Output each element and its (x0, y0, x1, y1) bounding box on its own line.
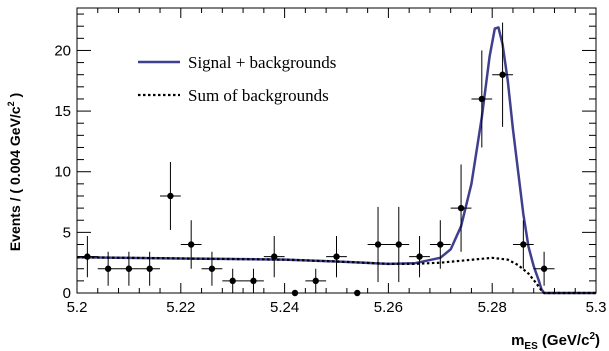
data-point-marker (374, 241, 382, 248)
data-point-marker (312, 277, 319, 285)
data-point (263, 236, 285, 278)
signal-plus-background-curve (76, 26, 596, 295)
y-axis-label-sup: 2 (6, 101, 16, 106)
data-point-marker (146, 265, 153, 272)
plot-frame (76, 7, 597, 294)
legend-label-signal-backgrounds: Signal + backgrounds (188, 53, 336, 72)
data-point (243, 268, 264, 293)
data-point-marker (104, 265, 112, 272)
data-point-marker (84, 253, 91, 260)
data-point-marker (229, 277, 236, 285)
data-point (139, 251, 161, 286)
data-point-marker (125, 265, 133, 272)
data-point (367, 206, 389, 283)
background-curve (76, 256, 596, 295)
y-tick-label: 10 (54, 164, 71, 181)
x-axis-label-unit: (GeV/c (538, 332, 590, 349)
data-points-layer (77, 22, 555, 297)
data-point (409, 236, 430, 278)
data-point (201, 251, 223, 286)
data-point (326, 236, 347, 278)
data-point (305, 268, 327, 293)
x-tick-label: 5.24 (270, 299, 299, 316)
data-point-marker (250, 277, 257, 285)
data-point (429, 220, 451, 269)
x-axis-label-close: ) (595, 332, 600, 349)
y-tick-label: 15 (54, 103, 71, 120)
legend: Signal + backgrounds Sum of backgrounds (138, 53, 336, 105)
legend-label-sum-backgrounds: Sum of backgrounds (188, 86, 329, 105)
data-point (118, 251, 140, 286)
x-tick-label: 5.3 (586, 299, 607, 316)
curves-layer (76, 26, 596, 295)
data-point-marker (437, 241, 444, 248)
data-point-marker (416, 253, 423, 260)
x-tick-label: 5.22 (166, 299, 195, 316)
data-point-marker (478, 95, 486, 103)
x-tick-label: 5.28 (478, 299, 507, 316)
data-point-marker (208, 265, 216, 272)
data-point (222, 268, 244, 293)
y-tick-label: 0 (63, 285, 71, 302)
x-tick-label: 5.26 (374, 299, 403, 316)
data-point (450, 164, 472, 252)
y-tick-label: 5 (63, 224, 71, 241)
data-point (180, 220, 202, 269)
y-axis-label-main: Events / ( 0.004 GeV/c (7, 106, 23, 251)
data-point-marker (520, 241, 527, 248)
x-axis-label-sub: ES (524, 341, 538, 351)
y-axis-label-close: ) (7, 93, 23, 102)
data-point-marker (187, 241, 195, 248)
data-point (471, 50, 493, 148)
data-point-marker (499, 71, 506, 78)
x-axis-label-sup: 2 (589, 331, 595, 342)
data-point (512, 220, 534, 269)
data-point (388, 206, 410, 283)
data-point-marker (167, 192, 174, 200)
x-tick-label: 5.2 (67, 299, 88, 316)
data-point (492, 22, 513, 127)
data-point (533, 251, 555, 286)
data-point-marker (333, 253, 340, 260)
y-axis-label: Events / ( 0.004 GeV/c2 ) (6, 93, 23, 251)
x-axis-label: mES (GeV/c2) (511, 331, 600, 351)
data-point-marker (457, 204, 465, 212)
y-tick-label: 20 (54, 42, 71, 59)
data-point (160, 162, 181, 230)
data-point-marker (395, 241, 402, 248)
x-axis-label-main: m (511, 332, 524, 349)
axes-layer: 5.2 5.22 5.24 5.26 5.28 5.3 0 5 10 15 20 (54, 7, 607, 316)
data-point-marker (271, 253, 278, 260)
data-point-marker (540, 265, 548, 272)
data-point (97, 251, 119, 286)
